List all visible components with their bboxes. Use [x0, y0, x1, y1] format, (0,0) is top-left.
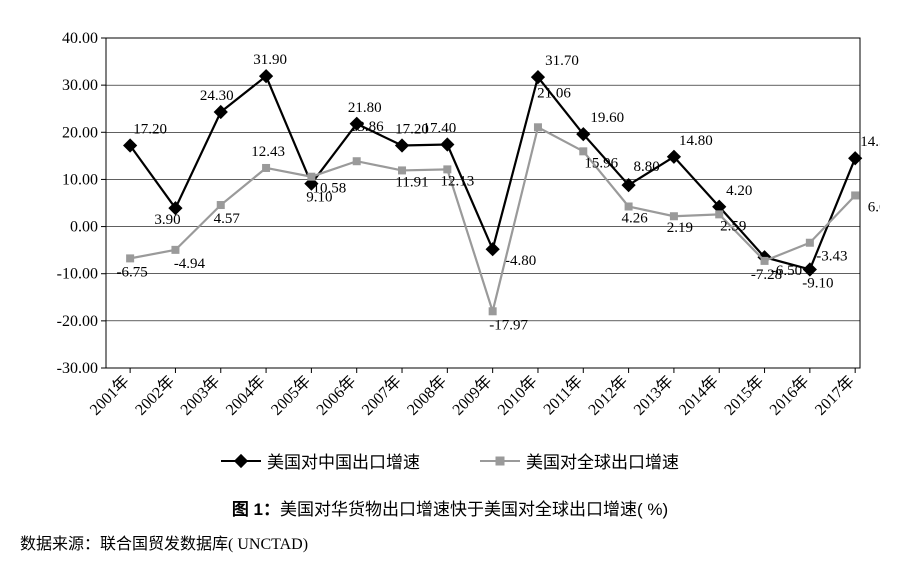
data-label-china: 31.90	[253, 52, 287, 68]
data-label-china: 14.80	[679, 133, 713, 149]
data-label-global: 12.13	[440, 173, 474, 189]
chart-legend: 美国对中国出口增速 美国对全球出口增速	[20, 448, 880, 473]
data-label-global: 2.59	[720, 218, 746, 234]
marker-square	[580, 148, 587, 155]
marker-square	[534, 124, 541, 131]
legend-item-china: 美国对中国出口增速	[221, 448, 420, 473]
data-label-global: -6.75	[117, 264, 148, 280]
data-label-global: -4.94	[174, 256, 206, 272]
data-label-global: 13.86	[350, 119, 384, 135]
legend-label-china: 美国对中国出口增速	[267, 448, 420, 473]
marker-square	[444, 166, 451, 173]
source-text: 联合国贸发数据库( UNCTAD)	[100, 536, 308, 553]
marker-square	[716, 211, 723, 218]
y-tick-label: 20.00	[62, 124, 98, 141]
marker-square	[217, 202, 224, 209]
data-label-china: 24.30	[200, 88, 234, 104]
legend-item-global: 美国对全球出口增速	[480, 448, 679, 473]
marker-square	[761, 257, 768, 264]
caption-label: 图 1：	[232, 500, 280, 519]
data-label-china: 31.70	[545, 53, 579, 69]
data-label-china: 21.80	[348, 100, 382, 116]
x-tick-label: 2008年	[403, 372, 450, 419]
data-label-china: 17.40	[422, 121, 456, 137]
figure-caption: 图 1：美国对华货物出口增速快于美国对全球出口增速( %)	[20, 495, 880, 520]
x-tick-label: 2014年	[675, 372, 722, 419]
x-tick-label: 2006年	[313, 372, 360, 419]
data-label-global: 11.91	[395, 174, 428, 190]
marker-square	[308, 173, 315, 180]
data-label-china: 8.80	[633, 159, 659, 175]
x-tick-label: 2010年	[494, 372, 541, 419]
y-tick-label: 10.00	[62, 171, 98, 188]
data-label-global: 15.96	[584, 155, 618, 171]
data-label-china: 17.20	[133, 121, 167, 137]
x-tick-label: 2013年	[630, 372, 677, 419]
marker-square	[127, 255, 134, 262]
y-tick-label: 30.00	[62, 77, 98, 94]
figure-container: -30.00 -20.00 -10.00 0.00 10.00 20.00 30.00 40.…	[20, 20, 880, 554]
marker-square	[353, 158, 360, 165]
data-label-global: 4.57	[214, 211, 241, 227]
marker-square	[852, 192, 859, 199]
marker-square	[806, 239, 813, 246]
data-label-global: 2.19	[667, 220, 693, 236]
x-tick-label: 2002年	[132, 372, 179, 419]
y-tick-label: 0.00	[70, 219, 98, 236]
x-tick-label: 2015年	[721, 372, 768, 419]
data-label-global: 21.06	[537, 85, 571, 101]
marker-square	[489, 308, 496, 315]
data-label-global: 4.26	[621, 210, 648, 226]
data-label-china: 3.90	[154, 212, 180, 228]
data-label-china: 19.60	[590, 110, 624, 126]
x-tick-label: 2012年	[585, 372, 632, 419]
data-label-china: 14.50	[860, 134, 880, 150]
data-label-global: 6.6	[868, 199, 880, 215]
x-tick-label: 2017年	[811, 372, 858, 419]
caption-text: 美国对华货物出口增速快于美国对全球出口增速( %)	[280, 500, 668, 519]
source-label: 数据来源：	[20, 536, 100, 553]
marker-square	[625, 203, 632, 210]
data-label-china: -4.80	[505, 253, 536, 269]
data-label-global: -7.28	[751, 267, 782, 283]
marker-square	[263, 164, 270, 171]
data-label-china: 4.20	[726, 183, 752, 199]
data-label-global: -3.43	[816, 249, 847, 265]
data-label-china: -9.10	[802, 275, 833, 291]
x-tick-label: 2007年	[358, 372, 405, 419]
chart-svg: -30.00 -20.00 -10.00 0.00 10.00 20.00 30.00 40.…	[20, 20, 880, 440]
legend-swatch-global	[480, 453, 520, 469]
chart-plot-area: -30.00 -20.00 -10.00 0.00 10.00 20.00 30.00 40.…	[20, 20, 880, 440]
x-tick-label: 2009年	[449, 372, 496, 419]
x-tick-label: 2004年	[222, 372, 269, 419]
legend-label-global: 美国对全球出口增速	[526, 448, 679, 473]
x-tick-label: 2003年	[177, 372, 224, 419]
data-label-global: 10.58	[313, 181, 347, 197]
marker-square	[670, 213, 677, 220]
x-tick-label: 2016年	[766, 372, 813, 419]
x-tick-label: 2001年	[86, 372, 133, 419]
marker-square	[399, 167, 406, 174]
x-tick-label: 2011年	[540, 372, 586, 418]
y-tick-label: -30.00	[57, 360, 98, 377]
marker-square	[172, 246, 179, 253]
data-label-global: -17.97	[489, 317, 528, 333]
legend-swatch-china	[221, 453, 261, 469]
x-tick-label: 2005年	[268, 372, 315, 419]
y-tick-label: 40.00	[62, 30, 98, 47]
y-tick-label: -20.00	[57, 313, 98, 330]
data-label-global: 12.43	[251, 144, 285, 160]
y-tick-label: -10.00	[57, 266, 98, 283]
figure-source: 数据来源：联合国贸发数据库( UNCTAD)	[20, 530, 880, 554]
